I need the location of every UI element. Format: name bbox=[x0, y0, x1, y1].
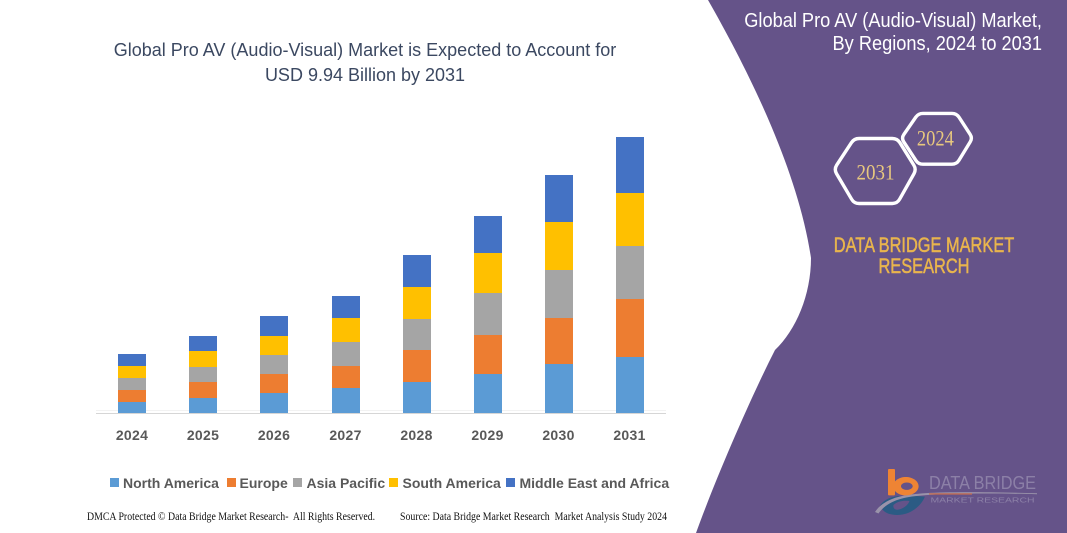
svg-text:2031: 2031 bbox=[857, 160, 895, 185]
svg-text:DATA BRIDGE: DATA BRIDGE bbox=[929, 473, 1036, 493]
svg-text:MARKET RESEARCH: MARKET RESEARCH bbox=[931, 498, 1035, 505]
svg-text:2024: 2024 bbox=[917, 126, 954, 151]
